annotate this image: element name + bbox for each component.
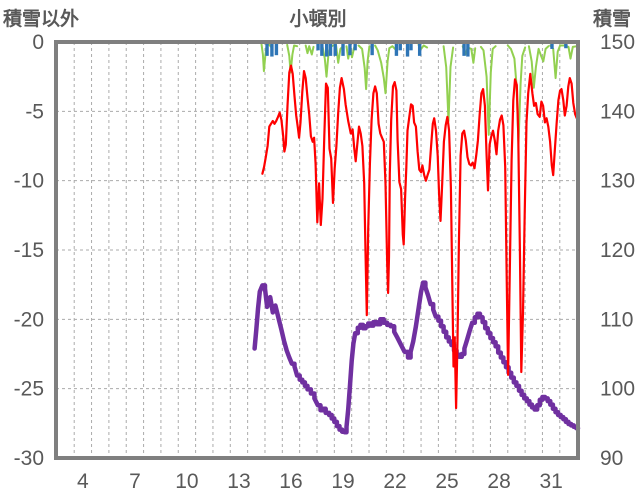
blue-bar — [353, 43, 357, 51]
green-spike-line-path — [527, 45, 550, 89]
blue-bar — [417, 43, 422, 56]
right-axis-title: 積雪 — [592, 9, 631, 30]
left-axis-title: 積雪以外 — [3, 9, 80, 30]
left-axis-tick-label: -5 — [25, 100, 44, 123]
left-axis-tick-label: -30 — [14, 447, 44, 470]
x-axis-tick-label: 25 — [435, 470, 458, 493]
chart-title: 小頓別 — [289, 9, 347, 30]
right-axis-tick-label: 90 — [600, 447, 623, 470]
gridlines — [56, 42, 578, 458]
snow-depth-purple-line-path — [252, 280, 581, 435]
right-axis-tick-label: 100 — [600, 378, 635, 401]
x-axis-tick-label: 28 — [487, 470, 510, 493]
blue-bar — [274, 43, 279, 56]
x-axis-tick-label: 16 — [279, 470, 302, 493]
green-spike-line-path — [260, 43, 272, 73]
blue-bar — [462, 43, 466, 56]
blue-bar — [405, 43, 410, 57]
blue-bar — [348, 43, 352, 56]
blue-bar — [341, 43, 345, 56]
blue-bar — [409, 43, 413, 51]
green-spike-line-path — [357, 44, 371, 91]
x-axis-tick-label: 10 — [175, 470, 198, 493]
blue-bar — [550, 43, 554, 49]
blue-bar — [270, 43, 274, 57]
green-spike-line-path — [442, 45, 455, 122]
left-axis-tick-label: -10 — [14, 170, 44, 193]
plot-border — [54, 40, 580, 460]
x-axis-tick-label: 19 — [331, 470, 354, 493]
left-axis-tick-label: -15 — [14, 239, 44, 262]
blue-bar — [370, 43, 374, 56]
right-axis-tick-label: 150 — [600, 31, 635, 54]
snow-depth-purple-line — [252, 280, 581, 435]
x-axis-tick-label: 4 — [77, 470, 89, 493]
right-axis-tick-label: 140 — [600, 100, 635, 123]
green-spike-line-path — [374, 44, 396, 95]
blue-bar — [564, 43, 568, 49]
green-spike-line — [260, 43, 579, 145]
right-axis-tick-label: 120 — [600, 239, 635, 262]
temperature-red-line-path — [261, 64, 578, 410]
blue-bars — [265, 43, 568, 57]
left-axis-tick-label: -20 — [14, 308, 44, 331]
x-axis-tick-label: 7 — [129, 470, 141, 493]
blue-bar — [325, 43, 329, 57]
left-axis-tick-label: 0 — [32, 31, 44, 54]
blue-bar — [333, 43, 337, 56]
blue-bar — [394, 43, 399, 56]
green-spike-line-path — [286, 43, 299, 74]
blue-bar — [316, 43, 320, 51]
x-axis-tick-label: 22 — [383, 470, 406, 493]
green-spike-line-path — [479, 45, 497, 136]
blue-bar — [466, 43, 470, 57]
x-axis-tick-label: 31 — [539, 470, 562, 493]
right-axis-tick-label: 130 — [600, 170, 635, 193]
x-axis-tick-label: 13 — [227, 470, 250, 493]
blue-bar — [328, 43, 333, 56]
blue-bar — [320, 43, 324, 56]
blue-bar — [265, 43, 269, 56]
blue-bar — [398, 43, 402, 51]
green-spike-line-path — [304, 44, 315, 56]
green-spike-line-path — [549, 44, 579, 80]
left-axis-tick-label: -25 — [14, 378, 44, 401]
right-axis-tick-label: 110 — [600, 308, 633, 331]
temperature-red-line — [261, 64, 578, 410]
